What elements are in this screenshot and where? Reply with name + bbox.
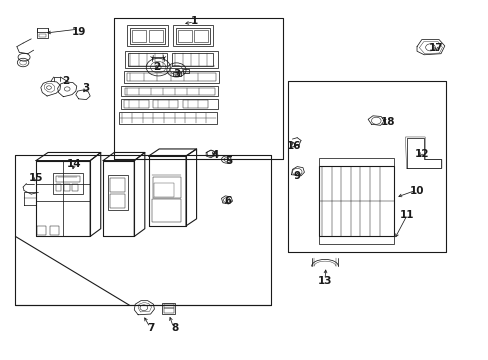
Bar (56, 184, 61, 191)
Bar (121, 99, 218, 109)
Bar (318, 166, 394, 237)
Bar (39, 34, 46, 37)
Bar (119, 112, 217, 123)
Bar (153, 100, 178, 108)
Bar (178, 30, 191, 42)
Bar (64, 184, 69, 191)
Bar (50, 226, 59, 235)
Bar (183, 100, 208, 108)
Bar (132, 30, 146, 42)
Bar (38, 226, 46, 235)
Bar (163, 304, 173, 308)
Text: 16: 16 (286, 141, 301, 152)
Text: 1: 1 (190, 16, 198, 26)
Text: 6: 6 (224, 196, 231, 206)
Bar (110, 178, 124, 192)
Bar (176, 28, 210, 44)
Bar (152, 199, 181, 222)
Bar (124, 51, 218, 68)
Text: 18: 18 (380, 117, 395, 127)
Text: 7: 7 (147, 323, 154, 333)
Bar (128, 53, 167, 66)
Text: 15: 15 (29, 173, 43, 183)
Bar (56, 176, 80, 183)
Bar (172, 72, 181, 76)
Bar (127, 73, 215, 81)
Bar (318, 158, 394, 166)
Text: 2: 2 (62, 76, 70, 86)
Bar (154, 183, 173, 197)
Bar (194, 30, 208, 42)
Bar (110, 194, 124, 208)
Text: 12: 12 (414, 149, 428, 158)
Bar (123, 100, 148, 108)
Text: 3: 3 (82, 83, 90, 93)
Text: 17: 17 (428, 43, 443, 53)
Bar (108, 175, 128, 210)
Text: 14: 14 (67, 159, 81, 169)
Text: 13: 13 (317, 275, 331, 285)
Text: 8: 8 (171, 323, 178, 333)
Bar (318, 237, 394, 244)
Bar (121, 86, 218, 96)
Text: 4: 4 (211, 150, 218, 160)
Bar (172, 53, 213, 66)
Bar (72, 184, 78, 191)
Bar (127, 26, 167, 46)
Bar (38, 28, 48, 38)
Text: 5: 5 (225, 156, 232, 166)
Bar (172, 26, 213, 46)
Bar (148, 30, 162, 42)
Bar (130, 28, 164, 44)
Bar (163, 308, 173, 312)
Bar (123, 71, 218, 83)
Text: 10: 10 (409, 186, 424, 195)
Bar (53, 173, 82, 194)
Text: 9: 9 (293, 171, 300, 181)
Text: 3: 3 (172, 69, 180, 79)
Bar (162, 303, 175, 314)
Text: 11: 11 (399, 210, 414, 220)
Bar (183, 69, 188, 73)
Text: 2: 2 (152, 62, 160, 72)
Text: 19: 19 (72, 27, 86, 37)
Bar (153, 177, 181, 198)
Bar (124, 88, 214, 95)
